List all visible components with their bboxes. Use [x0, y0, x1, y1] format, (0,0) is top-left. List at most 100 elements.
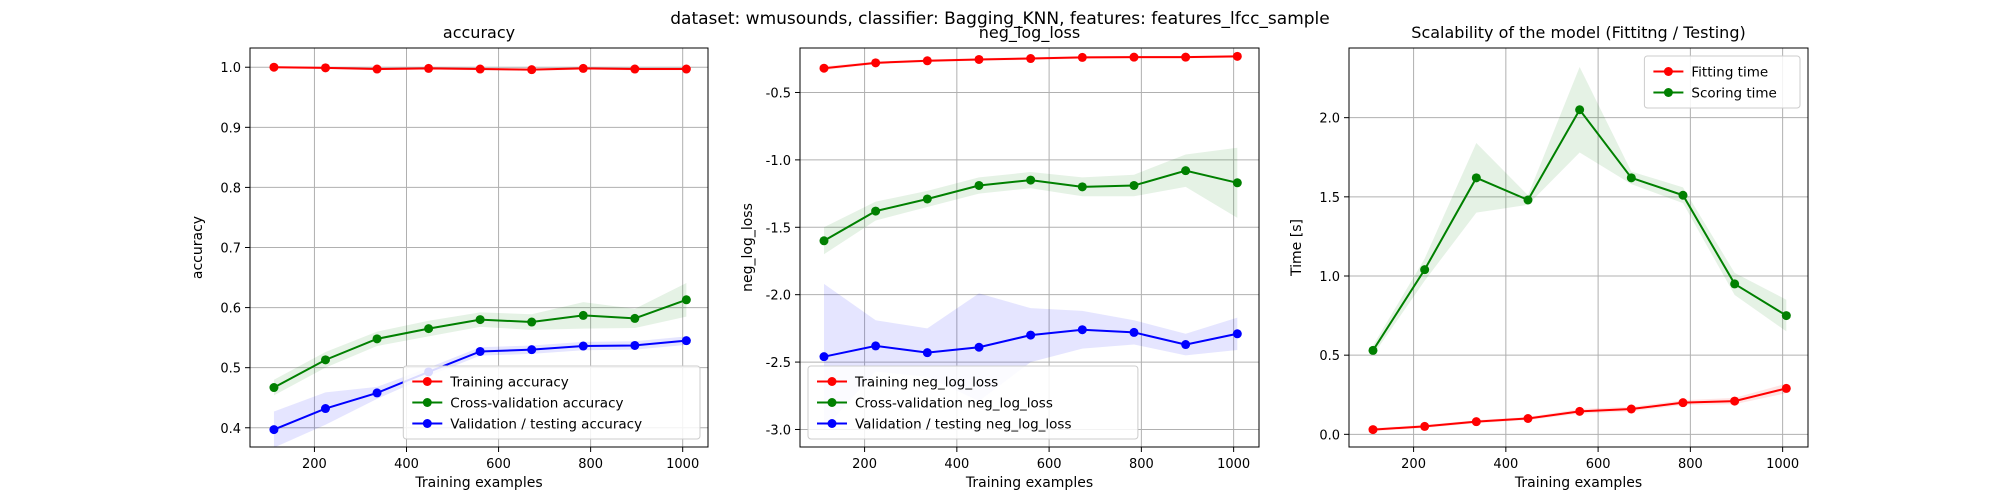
data-point: [1077, 52, 1087, 62]
x-tick-label: 600: [1586, 457, 1611, 472]
data-point: [1420, 421, 1430, 431]
data-point: [578, 310, 588, 320]
y-tick-label: 1.0: [1319, 270, 1340, 285]
data-point: [1026, 175, 1036, 185]
legend-swatch-marker: [827, 398, 837, 407]
y-tick-label: 1.5: [1319, 191, 1340, 206]
chart-panel-1: 200 400 600 800 1000 0.4 0.5 0.6 0.7 0.8 0.9 1.0 acc…: [190, 23, 709, 491]
data-point: [1575, 105, 1585, 115]
data-point: [974, 54, 984, 64]
data-point: [1523, 195, 1533, 205]
x-tick-label: 1000: [1766, 457, 1799, 472]
legend: Training accuracy Cross-validation accura…: [402, 365, 701, 440]
x-tick-label: 200: [852, 457, 877, 472]
series-band-2: [823, 147, 1238, 255]
data-point: [578, 63, 588, 73]
data-point: [922, 194, 932, 204]
legend-swatch-marker: [422, 398, 432, 407]
legend-entry: Training accuracy: [449, 375, 568, 391]
y-tick-label: 2.0: [1319, 112, 1340, 127]
data-point: [1232, 178, 1242, 188]
data-point: [1129, 52, 1139, 62]
x-tick-label: 400: [944, 457, 969, 472]
data-point: [922, 56, 932, 66]
data-point: [1626, 173, 1636, 183]
x-tick-label: 400: [394, 457, 419, 472]
y-tick-label: 0.5: [220, 362, 241, 377]
chart-title: neg_log_loss: [979, 23, 1080, 43]
legend-box: [1643, 55, 1801, 109]
data-point: [1781, 311, 1791, 321]
y-tick-label: -1.0: [766, 154, 791, 169]
data-point: [475, 64, 485, 74]
data-point: [320, 404, 330, 414]
data-point: [320, 355, 330, 365]
data-point: [681, 336, 691, 346]
figure-suptitle: dataset: wmusounds, classifier: Bagging_…: [670, 9, 1329, 29]
y-tick-label: 0.9: [220, 121, 241, 136]
legend-box: [402, 365, 701, 440]
data-point: [424, 63, 434, 73]
data-point: [372, 64, 382, 74]
chart-panel-2: 200 400 600 800 1000 -3.0 -2.5 -2.0 -1.5 -1.0 -0.5…: [740, 23, 1260, 491]
legend-entry: Validation / testing accuracy: [450, 417, 642, 433]
x-tick-label: 800: [578, 457, 603, 472]
y-tick-label: -1.5: [766, 221, 791, 236]
data-point: [269, 383, 279, 393]
y-axis-label: accuracy: [190, 216, 206, 279]
x-tick-label: 200: [1401, 457, 1426, 472]
data-point: [1181, 166, 1191, 176]
data-point: [1181, 52, 1191, 62]
data-point: [1129, 180, 1139, 190]
series-band-3: [273, 336, 687, 448]
data-point: [1730, 279, 1740, 289]
data-point: [1077, 325, 1087, 335]
data-point: [681, 295, 691, 305]
legend-entry: Training neg_log_loss: [854, 375, 998, 391]
data-point: [1575, 406, 1585, 416]
data-point: [1781, 383, 1791, 393]
legend-swatch-marker: [827, 377, 837, 386]
plots: 200 400 600 800 1000 0.4 0.5 0.6 0.7 0.8 0.9 1.0 acc…: [190, 23, 1809, 491]
legend: Training neg_log_loss Cross-validation ne…: [807, 365, 1139, 440]
legend-swatch-marker: [422, 419, 432, 428]
data-point: [1026, 54, 1036, 64]
data-point: [424, 324, 434, 334]
data-point: [527, 317, 537, 327]
data-point: [1523, 414, 1533, 423]
legend: Fitting time Scoring time: [1643, 55, 1801, 109]
data-point: [1730, 396, 1740, 406]
data-point: [1471, 173, 1481, 183]
legend-swatch-marker: [1663, 67, 1673, 76]
y-axis-label: Time [s]: [1289, 219, 1305, 277]
data-point: [475, 346, 485, 356]
legend-swatch-marker: [827, 419, 837, 428]
data-point: [1129, 327, 1139, 337]
data-point: [1678, 190, 1688, 200]
series-band-2: [1372, 67, 1787, 356]
x-axis-label: Training examples: [965, 475, 1093, 491]
y-tick-label: -0.5: [766, 86, 791, 101]
series-band-3: [823, 283, 1238, 430]
chart-title: Scalability of the model (Fittitng / Tes…: [1411, 23, 1745, 42]
y-tick-label: 0.0: [1319, 428, 1340, 443]
data-point: [871, 58, 881, 68]
data-point: [1626, 404, 1636, 414]
data-point: [1026, 330, 1036, 340]
legend-box: [807, 365, 1139, 440]
data-point: [1232, 51, 1242, 61]
y-tick-label: 0.4: [220, 422, 241, 437]
data-point: [922, 348, 932, 358]
data-point: [871, 341, 881, 351]
data-point: [630, 313, 640, 323]
x-axis-label: Training examples: [414, 475, 542, 491]
data-point: [819, 352, 829, 362]
data-point: [1420, 265, 1430, 275]
data-point: [475, 315, 485, 325]
x-tick-label: 400: [1493, 457, 1518, 472]
x-axis-label: Training examples: [1514, 475, 1642, 491]
y-tick-label: 0.5: [1319, 349, 1340, 364]
plot-frame: [799, 47, 1260, 448]
data-point: [1368, 425, 1378, 435]
